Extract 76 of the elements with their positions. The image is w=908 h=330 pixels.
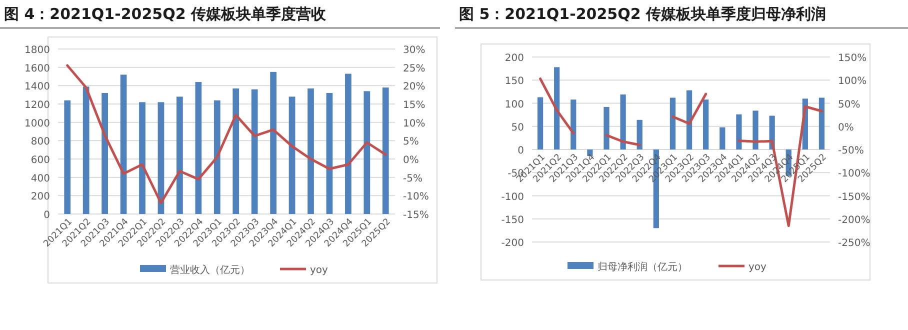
legend-label: yoy [310, 265, 328, 276]
y2-tick-label: 0% [403, 155, 419, 166]
y2-tick-label: -250% [838, 238, 870, 249]
y2-tick-label: -5% [403, 173, 422, 184]
bar [176, 96, 183, 214]
y-tick-label: 600 [30, 155, 50, 166]
y-tick-label: 1800 [24, 45, 50, 56]
y-tick-label: -200 [501, 238, 524, 249]
bar [720, 127, 726, 150]
chart-title: 图 5：2021Q1-2025Q2 传媒板块单季度归母净利润 [459, 5, 826, 23]
y2-tick-label: 20% [403, 82, 426, 93]
bar [82, 86, 90, 214]
y2-tick-label: -15% [403, 210, 429, 221]
bar [818, 98, 825, 150]
bar [270, 72, 276, 214]
y2-tick-label: -10% [403, 192, 429, 203]
bar [308, 88, 314, 214]
y2-tick-label: 25% [403, 63, 426, 74]
y2-tick-label: -50% [838, 146, 864, 156]
y2-tick-label: 50% [838, 99, 860, 110]
y-tick-label: 50 [511, 122, 524, 134]
y2-tick-label: -150% [838, 192, 870, 203]
y2-tick-label: 100% [838, 76, 867, 88]
bar [382, 88, 389, 214]
legend-label: 营业收入（亿元） [170, 264, 250, 276]
chart-title: 图 4：2021Q1-2025Q2 传媒板块单季度营收 [4, 5, 327, 23]
y-tick-label: 1400 [24, 82, 50, 93]
y-tick-label: -100 [501, 192, 524, 203]
y-tick-label: -150 [501, 214, 524, 226]
y-tick-label: 400 [30, 173, 50, 184]
y-tick-label: 150 [504, 76, 524, 88]
y2-tick-label: 150% [838, 53, 867, 64]
y-tick-label: 200 [504, 53, 524, 64]
bar [326, 93, 333, 214]
bar [232, 88, 240, 214]
bar [195, 82, 202, 214]
bar [288, 96, 296, 214]
bar [736, 114, 742, 150]
y-tick-label: 1600 [24, 63, 50, 74]
bar [620, 94, 626, 150]
bar [636, 120, 642, 150]
bar [64, 100, 71, 214]
bar [345, 74, 352, 214]
bar [158, 102, 164, 214]
bar [251, 89, 258, 214]
y2-tick-label: 10% [403, 118, 426, 130]
bar [587, 150, 593, 156]
y-tick-label: 1000 [24, 118, 50, 130]
y2-tick-label: 15% [403, 100, 426, 111]
legend-label: 归母净利润（亿元） [598, 261, 688, 273]
line-series [66, 64, 387, 204]
y2-tick-label: 5% [403, 136, 419, 148]
bar [102, 93, 108, 214]
bar [570, 100, 576, 150]
bar [686, 90, 692, 150]
bar [120, 74, 127, 214]
y2-tick-label: 30% [403, 45, 426, 56]
y-tick-label: 800 [30, 136, 50, 148]
y-tick-label: 1200 [24, 100, 50, 111]
bar [364, 91, 370, 214]
bar [139, 102, 146, 214]
y2-tick-label: 0% [838, 122, 854, 134]
bar [554, 67, 560, 150]
legend-label: yoy [748, 262, 767, 273]
bar [752, 110, 758, 150]
y-tick-label: 0 [44, 210, 50, 221]
y-tick-label: 0 [518, 146, 524, 156]
y2-tick-label: -200% [838, 214, 870, 226]
bar [537, 97, 544, 150]
y-tick-label: 100 [504, 99, 524, 110]
y-tick-label: 200 [30, 192, 50, 203]
y2-tick-label: -100% [838, 168, 870, 180]
bar [703, 100, 709, 150]
bar [604, 106, 610, 150]
bar [214, 100, 220, 214]
bar [670, 98, 676, 150]
